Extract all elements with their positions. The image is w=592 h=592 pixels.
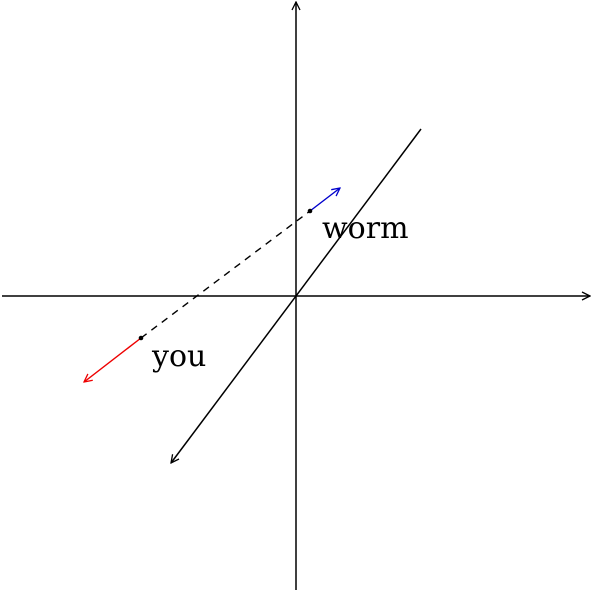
diagonal-line	[171, 128, 422, 463]
dashed-connector	[140, 210, 311, 339]
worm-arrow	[309, 188, 340, 212]
you-arrow	[84, 337, 142, 382]
you-point	[138, 335, 144, 341]
worm-point	[307, 208, 313, 214]
you-label: you	[151, 339, 206, 374]
worm-label: worm	[322, 211, 409, 246]
